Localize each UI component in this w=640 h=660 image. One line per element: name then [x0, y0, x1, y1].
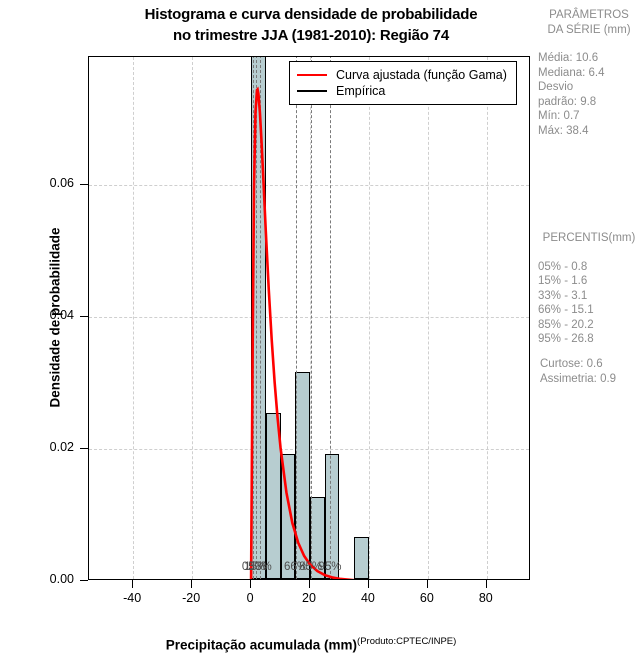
percentis-rows: 05% - 0.8 15% - 1.6 33% - 3.1 66% - 15.1 85%…: [538, 260, 640, 347]
moment-row: Assimetria: 0.9: [540, 372, 617, 385]
param-row: Máx: 38.4: [538, 124, 589, 137]
gridline-horizontal: [89, 317, 529, 319]
params-heading-line-1: PARÂMETROS: [549, 9, 629, 21]
legend-label-fitted: Curva ajustada (função Gama): [336, 68, 507, 82]
percentile-label: 05%: [241, 561, 265, 573]
moments-rows: Curtose: 0.6 Assimetria: 0.9: [540, 357, 640, 386]
percentile-label: 66%: [284, 561, 308, 573]
x-axis-label-text: Precipitação acumulada (mm): [165, 637, 358, 653]
gridline-vertical: [192, 57, 194, 579]
x-tick-label: -20: [182, 591, 201, 605]
y-tick-label: 0.04: [49, 308, 74, 323]
percentile-label: 15%: [244, 561, 268, 573]
statistics-sidebar: PARÂMETROS DA SÉRIE (mm) Média: 10.6 Medi…: [536, 0, 640, 660]
gridline-horizontal: [89, 185, 529, 187]
x-tick-label: 80: [478, 591, 493, 605]
percentil-row: 33% - 3.1: [538, 289, 588, 302]
percentil-row: 05% - 0.8: [538, 260, 588, 273]
legend: Curva ajustada (função Gama) Empírica: [289, 61, 517, 105]
x-tick-label: 40: [360, 591, 375, 605]
gridline-vertical: [368, 57, 370, 579]
page-title: Histograma e curva densidade de probabil…: [88, 4, 534, 46]
percentile-label: 95%: [318, 561, 342, 573]
x-tick-mark: [426, 580, 428, 588]
param-row: padrão: 9.8: [538, 95, 597, 108]
legend-line-black-icon: [297, 90, 327, 92]
y-tick-label: 0.02: [49, 440, 74, 454]
y-tick-mark: [80, 184, 88, 186]
x-tick-mark: [367, 580, 369, 588]
gridline-vertical: [310, 57, 311, 579]
x-axis-label: Precipitação acumulada (mm)(Produto:CPTE…: [88, 636, 534, 653]
fitted-gamma-curve: [249, 86, 358, 579]
histogram-bar: [265, 412, 281, 579]
x-axis-label-source: (Produto:CPTEC/INPE): [357, 636, 457, 647]
histogram-bar: [354, 537, 369, 579]
param-row: Mediana: 6.4: [538, 66, 605, 79]
percentile-line: [330, 57, 332, 579]
y-tick-label: 0.00: [49, 572, 74, 586]
title-line-2: no trimestre JJA (1981-2010): Região 74: [173, 27, 449, 44]
legend-item-fitted: Curva ajustada (função Gama): [297, 67, 507, 83]
series-parameters-block: PARÂMETROS DA SÉRIE (mm) Média: 10.6 Medi…: [538, 8, 640, 138]
legend-line-red-icon: [297, 74, 327, 76]
x-tick-label: 20: [302, 591, 316, 605]
param-row: Desvio: [538, 81, 574, 93]
x-tick-label: 0: [246, 591, 254, 605]
x-tick-label: -40: [123, 591, 142, 605]
x-tick-mark: [309, 580, 310, 588]
legend-label-empirical: Empírica: [336, 84, 386, 98]
gridline-vertical: [486, 57, 488, 579]
plot-area: 05% 15% 33% 66% 85% 95% Curva ajustada (funçã…: [88, 56, 530, 580]
percentil-row: 15% - 1.6: [538, 275, 588, 287]
percentiles-block: PERCENTIS(mm) 05% - 0.8 15% - 1.6 33% - 3.…: [538, 231, 640, 347]
percentis-heading: PERCENTIS(mm): [542, 232, 636, 244]
x-tick-label: 60: [419, 591, 434, 605]
moments-block: Curtose: 0.6 Assimetria: 0.9: [540, 357, 640, 386]
percentile-line: [260, 57, 262, 579]
title-line-1: Histograma e curva densidade de probabil…: [144, 6, 478, 23]
percentil-row: 66% - 15.1: [538, 304, 594, 316]
percentile-line: [310, 57, 312, 579]
moment-row: Curtose: 0.6: [540, 358, 603, 370]
params-heading-line-2: DA SÉRIE (mm): [547, 23, 631, 36]
y-tick-label: 0.06: [49, 176, 74, 191]
gridline-vertical: [133, 57, 135, 579]
x-tick-mark: [191, 580, 193, 588]
y-tick-mark: [80, 316, 88, 318]
y-tick-mark: [80, 580, 88, 581]
gridline-vertical: [427, 57, 429, 579]
histogram-bar: [310, 497, 325, 579]
percentil-row: 95% - 26.8: [538, 333, 594, 345]
x-tick-mark: [250, 580, 252, 588]
x-tick-mark: [132, 580, 134, 588]
percentil-row: 85% - 20.2: [538, 318, 594, 331]
param-row: Mín: 0.7: [538, 110, 580, 122]
percentile-label: 33%: [248, 561, 272, 573]
percentile-label: 85%: [299, 561, 323, 573]
y-tick-mark: [80, 448, 88, 449]
x-tick-mark: [485, 580, 487, 588]
params-rows: Média: 10.6 Mediana: 6.4 Desvio padrão: 9.8…: [538, 51, 640, 138]
legend-item-empirical: Empírica: [297, 83, 507, 99]
param-row: Média: 10.6: [538, 52, 599, 64]
percentile-line: [255, 57, 257, 579]
percentile-line: [295, 57, 297, 579]
